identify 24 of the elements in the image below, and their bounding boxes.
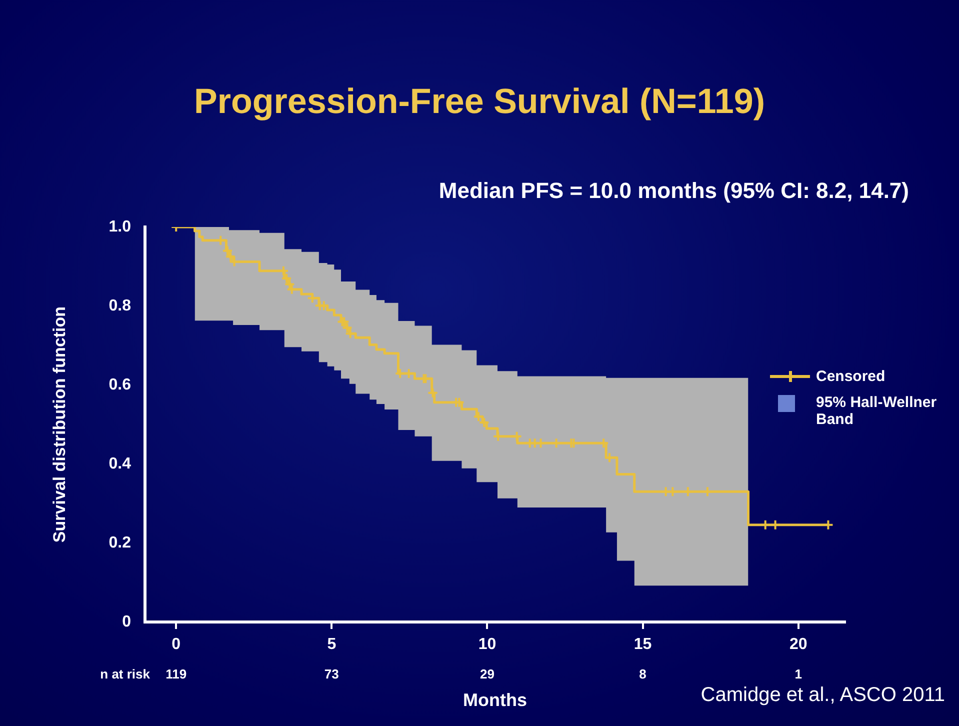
chart-subtitle: Median PFS = 10.0 months (95% CI: 8.2, 14.7) bbox=[438, 178, 909, 204]
text: 119 bbox=[166, 666, 187, 682]
text: 73 bbox=[324, 666, 339, 682]
x-tick-label: 15 bbox=[634, 636, 652, 654]
y-tick-label: 0 bbox=[122, 613, 132, 630]
text: 1 bbox=[794, 666, 802, 682]
y-tick-label: 0.6 bbox=[108, 376, 132, 394]
text: Camidge et al., ASCO 2011 bbox=[700, 684, 945, 707]
x-tick-label: 0 bbox=[172, 636, 181, 654]
legend-label: Censored bbox=[816, 368, 886, 385]
x-tick-label: 5 bbox=[327, 636, 336, 654]
y-tick-label: 1.0 bbox=[108, 218, 132, 236]
x-axis-title: Months bbox=[463, 690, 527, 710]
text: 8 bbox=[639, 666, 646, 682]
annotation: 95% Hall-Wellner Band bbox=[816, 394, 938, 428]
y-tick-label: 0.2 bbox=[108, 534, 132, 552]
x-tick-label: 10 bbox=[478, 636, 496, 654]
chart-title: Progression-Free Survival (N=119) bbox=[193, 82, 766, 122]
y-tick-label: 0.8 bbox=[108, 297, 132, 314]
text: n at risk bbox=[100, 666, 151, 682]
y-tick-label: 0.4 bbox=[108, 455, 132, 472]
text: 29 bbox=[480, 666, 494, 682]
y-axis-title: Survival distribution function bbox=[50, 306, 69, 543]
x-tick-label: 20 bbox=[789, 636, 808, 654]
